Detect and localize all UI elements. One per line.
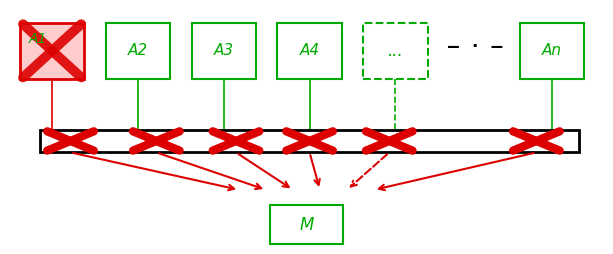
Bar [40, 130, 579, 152]
Bar [520, 23, 584, 79]
Text: An: An [542, 43, 562, 58]
Text: ...: ... [387, 42, 403, 60]
Bar [270, 205, 343, 244]
Bar [20, 23, 85, 79]
Bar [364, 23, 428, 79]
Text: M: M [299, 216, 314, 234]
Text: A4: A4 [300, 43, 319, 58]
Bar [106, 23, 170, 79]
Text: — · —: — · — [448, 38, 502, 56]
Text: A1: A1 [29, 31, 47, 45]
Text: A2: A2 [128, 43, 148, 58]
Bar [191, 23, 256, 79]
Bar [277, 23, 342, 79]
Text: A3: A3 [214, 43, 234, 58]
